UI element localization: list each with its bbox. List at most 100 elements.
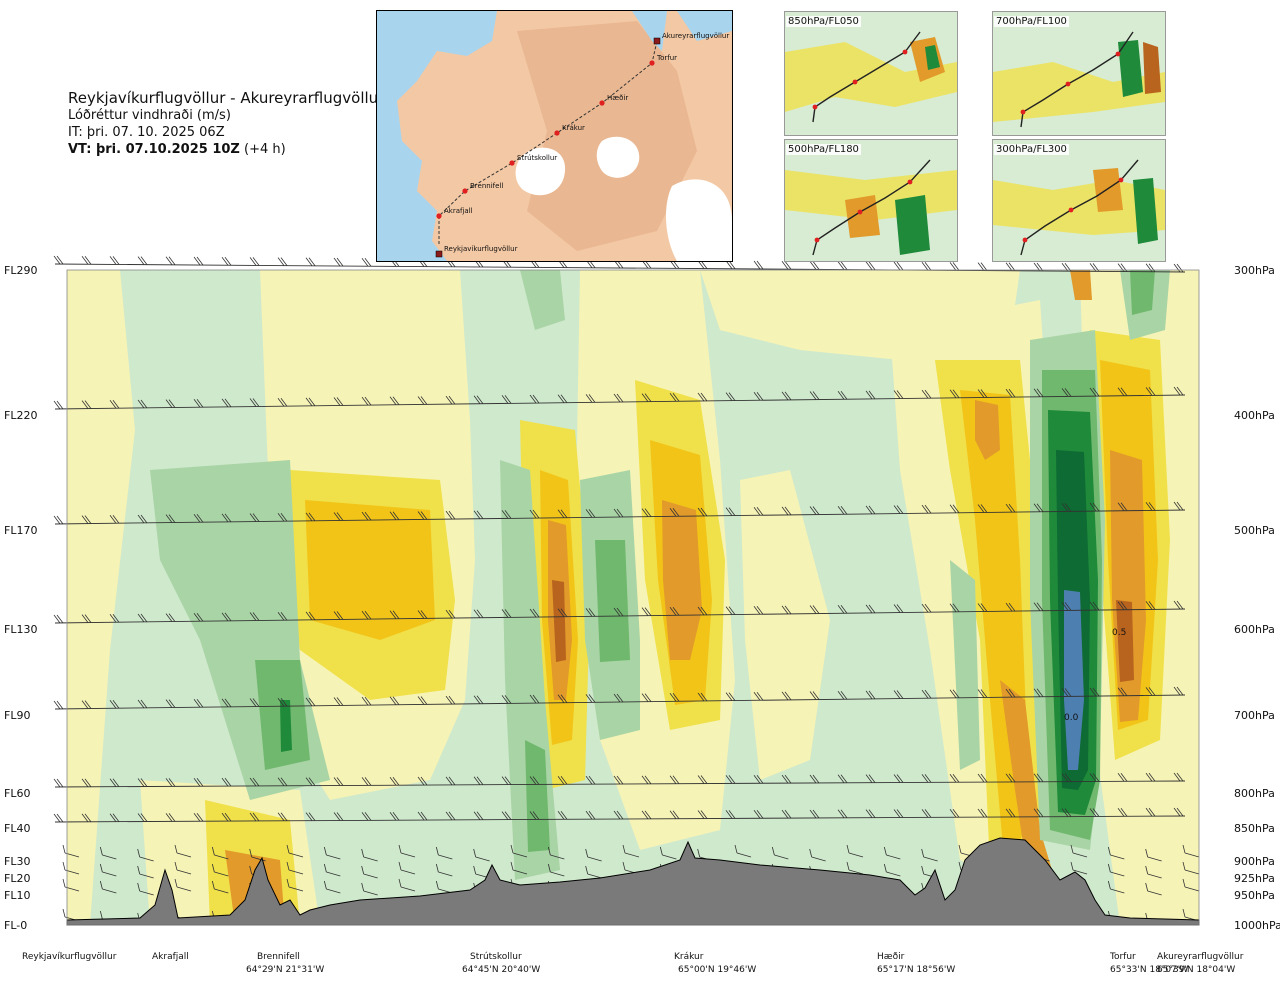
wind-barb (1176, 263, 1184, 273)
wind-barb (756, 692, 764, 701)
wind-barb (473, 609, 481, 618)
wind-barb (1064, 503, 1072, 512)
pressure-level-label: 850hPa (1234, 822, 1275, 835)
wind-barb (1148, 387, 1156, 396)
wind-barb (1147, 890, 1162, 896)
wind-barb (1061, 503, 1069, 512)
wind-barb (501, 695, 509, 704)
wind-barb (336, 697, 344, 706)
wind-barb (921, 848, 925, 858)
wind-barb (112, 700, 120, 709)
wind-barb (140, 399, 148, 409)
station-marker (436, 213, 442, 219)
wind-barb (501, 776, 509, 785)
wind-barb (305, 611, 313, 621)
wind-barb (980, 603, 988, 612)
wind-barb (840, 809, 848, 819)
wind-barb (420, 811, 428, 821)
wind-barb (62, 878, 66, 888)
wind-barb (251, 856, 266, 862)
wind-barb (1036, 388, 1044, 397)
wind-barb (812, 605, 820, 614)
wind-barb (361, 882, 365, 892)
wind-barb (168, 399, 176, 408)
wind-barb (1008, 262, 1016, 272)
wind-barb (949, 262, 957, 271)
wind-barb (952, 808, 960, 818)
wind-barb (333, 257, 341, 267)
wind-barb (725, 775, 733, 784)
wind-barb (305, 777, 313, 786)
wind-barb (669, 393, 677, 402)
wind-barb (756, 606, 764, 615)
panel-label: 300hPa/FL300 (994, 144, 1069, 155)
wind-barb (308, 512, 316, 522)
wind-barb (893, 690, 901, 699)
wind-barb (1176, 600, 1184, 610)
wind-barb (1145, 807, 1153, 817)
wind-barb (361, 257, 369, 267)
wind-barb (1089, 808, 1097, 817)
wind-barb (896, 690, 904, 699)
wind-barb (924, 603, 932, 613)
wind-barb (1008, 688, 1016, 698)
wind-barb (1148, 502, 1156, 511)
wind-barb (1148, 807, 1156, 817)
sea (677, 11, 732, 41)
flight-level-label: FL60 (4, 787, 30, 800)
wind-barb (476, 609, 484, 618)
wind-barb (62, 861, 66, 871)
wind-barb (781, 809, 789, 819)
location-coord: 64°29'N 21°31'W (246, 965, 324, 975)
wind-barb (641, 775, 649, 785)
wind-barb (980, 773, 988, 783)
wind-barb (361, 610, 369, 620)
wind-barb (846, 861, 850, 871)
wind-barb (868, 505, 876, 515)
wind-barb (1033, 688, 1041, 697)
wind-barb (109, 256, 117, 265)
wind-barb (977, 389, 985, 398)
wind-barb (980, 689, 988, 698)
wind-barb (501, 609, 509, 618)
wind-barb (448, 395, 456, 405)
wind-barb (896, 774, 904, 783)
wind-barb (277, 697, 285, 707)
wind-barb (473, 865, 477, 875)
wind-barb (84, 700, 92, 709)
wind-barb (977, 689, 985, 698)
wind-barb (176, 886, 192, 892)
wind-barb (224, 513, 232, 523)
wind-barb (669, 775, 677, 784)
wind-barb (924, 689, 932, 699)
wind-barb (473, 695, 481, 704)
wind-barb (308, 611, 316, 621)
wind-barb (392, 696, 400, 706)
flight-level-label: FL130 (4, 623, 37, 636)
location-coord: 65°39'N 18°04'W (1157, 965, 1235, 975)
wind-barb (550, 854, 565, 860)
wind-barb (476, 395, 484, 404)
wind-barb (809, 809, 817, 819)
wind-barb (1005, 773, 1013, 783)
highland-shade (517, 21, 697, 251)
wind-barb (812, 691, 820, 700)
pressure-level-label: 300hPa (1234, 264, 1275, 277)
wind-barb (588, 394, 596, 403)
wind-barb (1120, 773, 1128, 782)
wind-barb (109, 700, 117, 709)
panel-500hpa: 500hPa/FL180 (784, 139, 958, 262)
wind-barb (560, 509, 568, 518)
wind-barb (560, 694, 568, 703)
wind-barb (672, 393, 680, 402)
wind-barb (504, 695, 512, 704)
wind-barb (139, 890, 154, 896)
wind-barb (557, 811, 565, 820)
wind-barb (921, 504, 929, 514)
wind-barb (952, 262, 960, 271)
wind-barb (504, 811, 512, 820)
wind-barb (333, 397, 341, 406)
wind-barb (420, 511, 428, 520)
wind-barb (893, 604, 901, 613)
wind-barb (622, 844, 626, 854)
